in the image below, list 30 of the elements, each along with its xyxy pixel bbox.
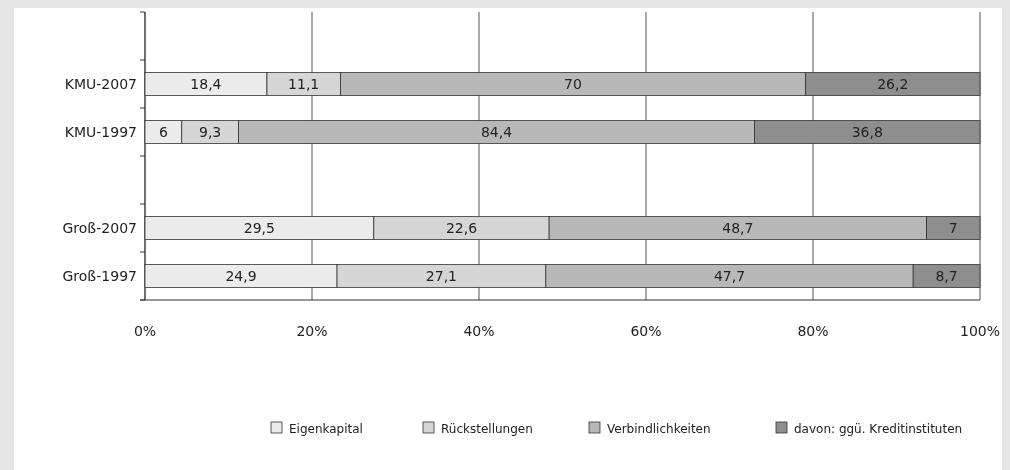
y-tick-label: Groß-1997 bbox=[62, 268, 137, 284]
y-tick-label: Groß-2007 bbox=[62, 220, 137, 236]
annotation: 48,7 bbox=[722, 220, 754, 236]
annotation: 8,7 bbox=[935, 268, 958, 284]
x-tick-label: 60% bbox=[630, 323, 662, 339]
annotation: 47,7 bbox=[713, 268, 746, 284]
annotation: 84,4 bbox=[480, 124, 513, 140]
annotation: 26,2 bbox=[877, 76, 909, 92]
x-tick-label: 80% bbox=[797, 323, 829, 339]
annotation: 6 bbox=[158, 124, 168, 140]
annotation: 7 bbox=[948, 220, 958, 236]
legend-label: Verbindlichkeiten bbox=[607, 422, 711, 436]
annotation: 24,9 bbox=[225, 268, 257, 284]
legend-label: Eigenkapital bbox=[289, 422, 363, 436]
annotation: 36,8 bbox=[851, 124, 883, 140]
annotation: 70 bbox=[564, 76, 582, 92]
legend-label: Rückstellungen bbox=[441, 422, 533, 436]
x-tick-label: 40% bbox=[463, 323, 495, 339]
y-tick-label: KMU-1997 bbox=[64, 124, 137, 140]
annotation: 9,3 bbox=[199, 124, 222, 140]
x-tick-label: 20% bbox=[296, 323, 328, 339]
x-tick-label: 100% bbox=[959, 323, 1001, 339]
y-tick-label: KMU-2007 bbox=[64, 76, 137, 92]
legend-label: davon: ggü. Kreditinstituten bbox=[794, 422, 963, 436]
annotation: 22,6 bbox=[445, 220, 478, 236]
x-tick-label: 0% bbox=[133, 323, 157, 339]
annotation: 27,1 bbox=[425, 268, 458, 284]
annotation: 29,5 bbox=[243, 220, 275, 236]
annotation: 11,1 bbox=[288, 76, 320, 92]
annotation: 18,4 bbox=[190, 76, 222, 92]
